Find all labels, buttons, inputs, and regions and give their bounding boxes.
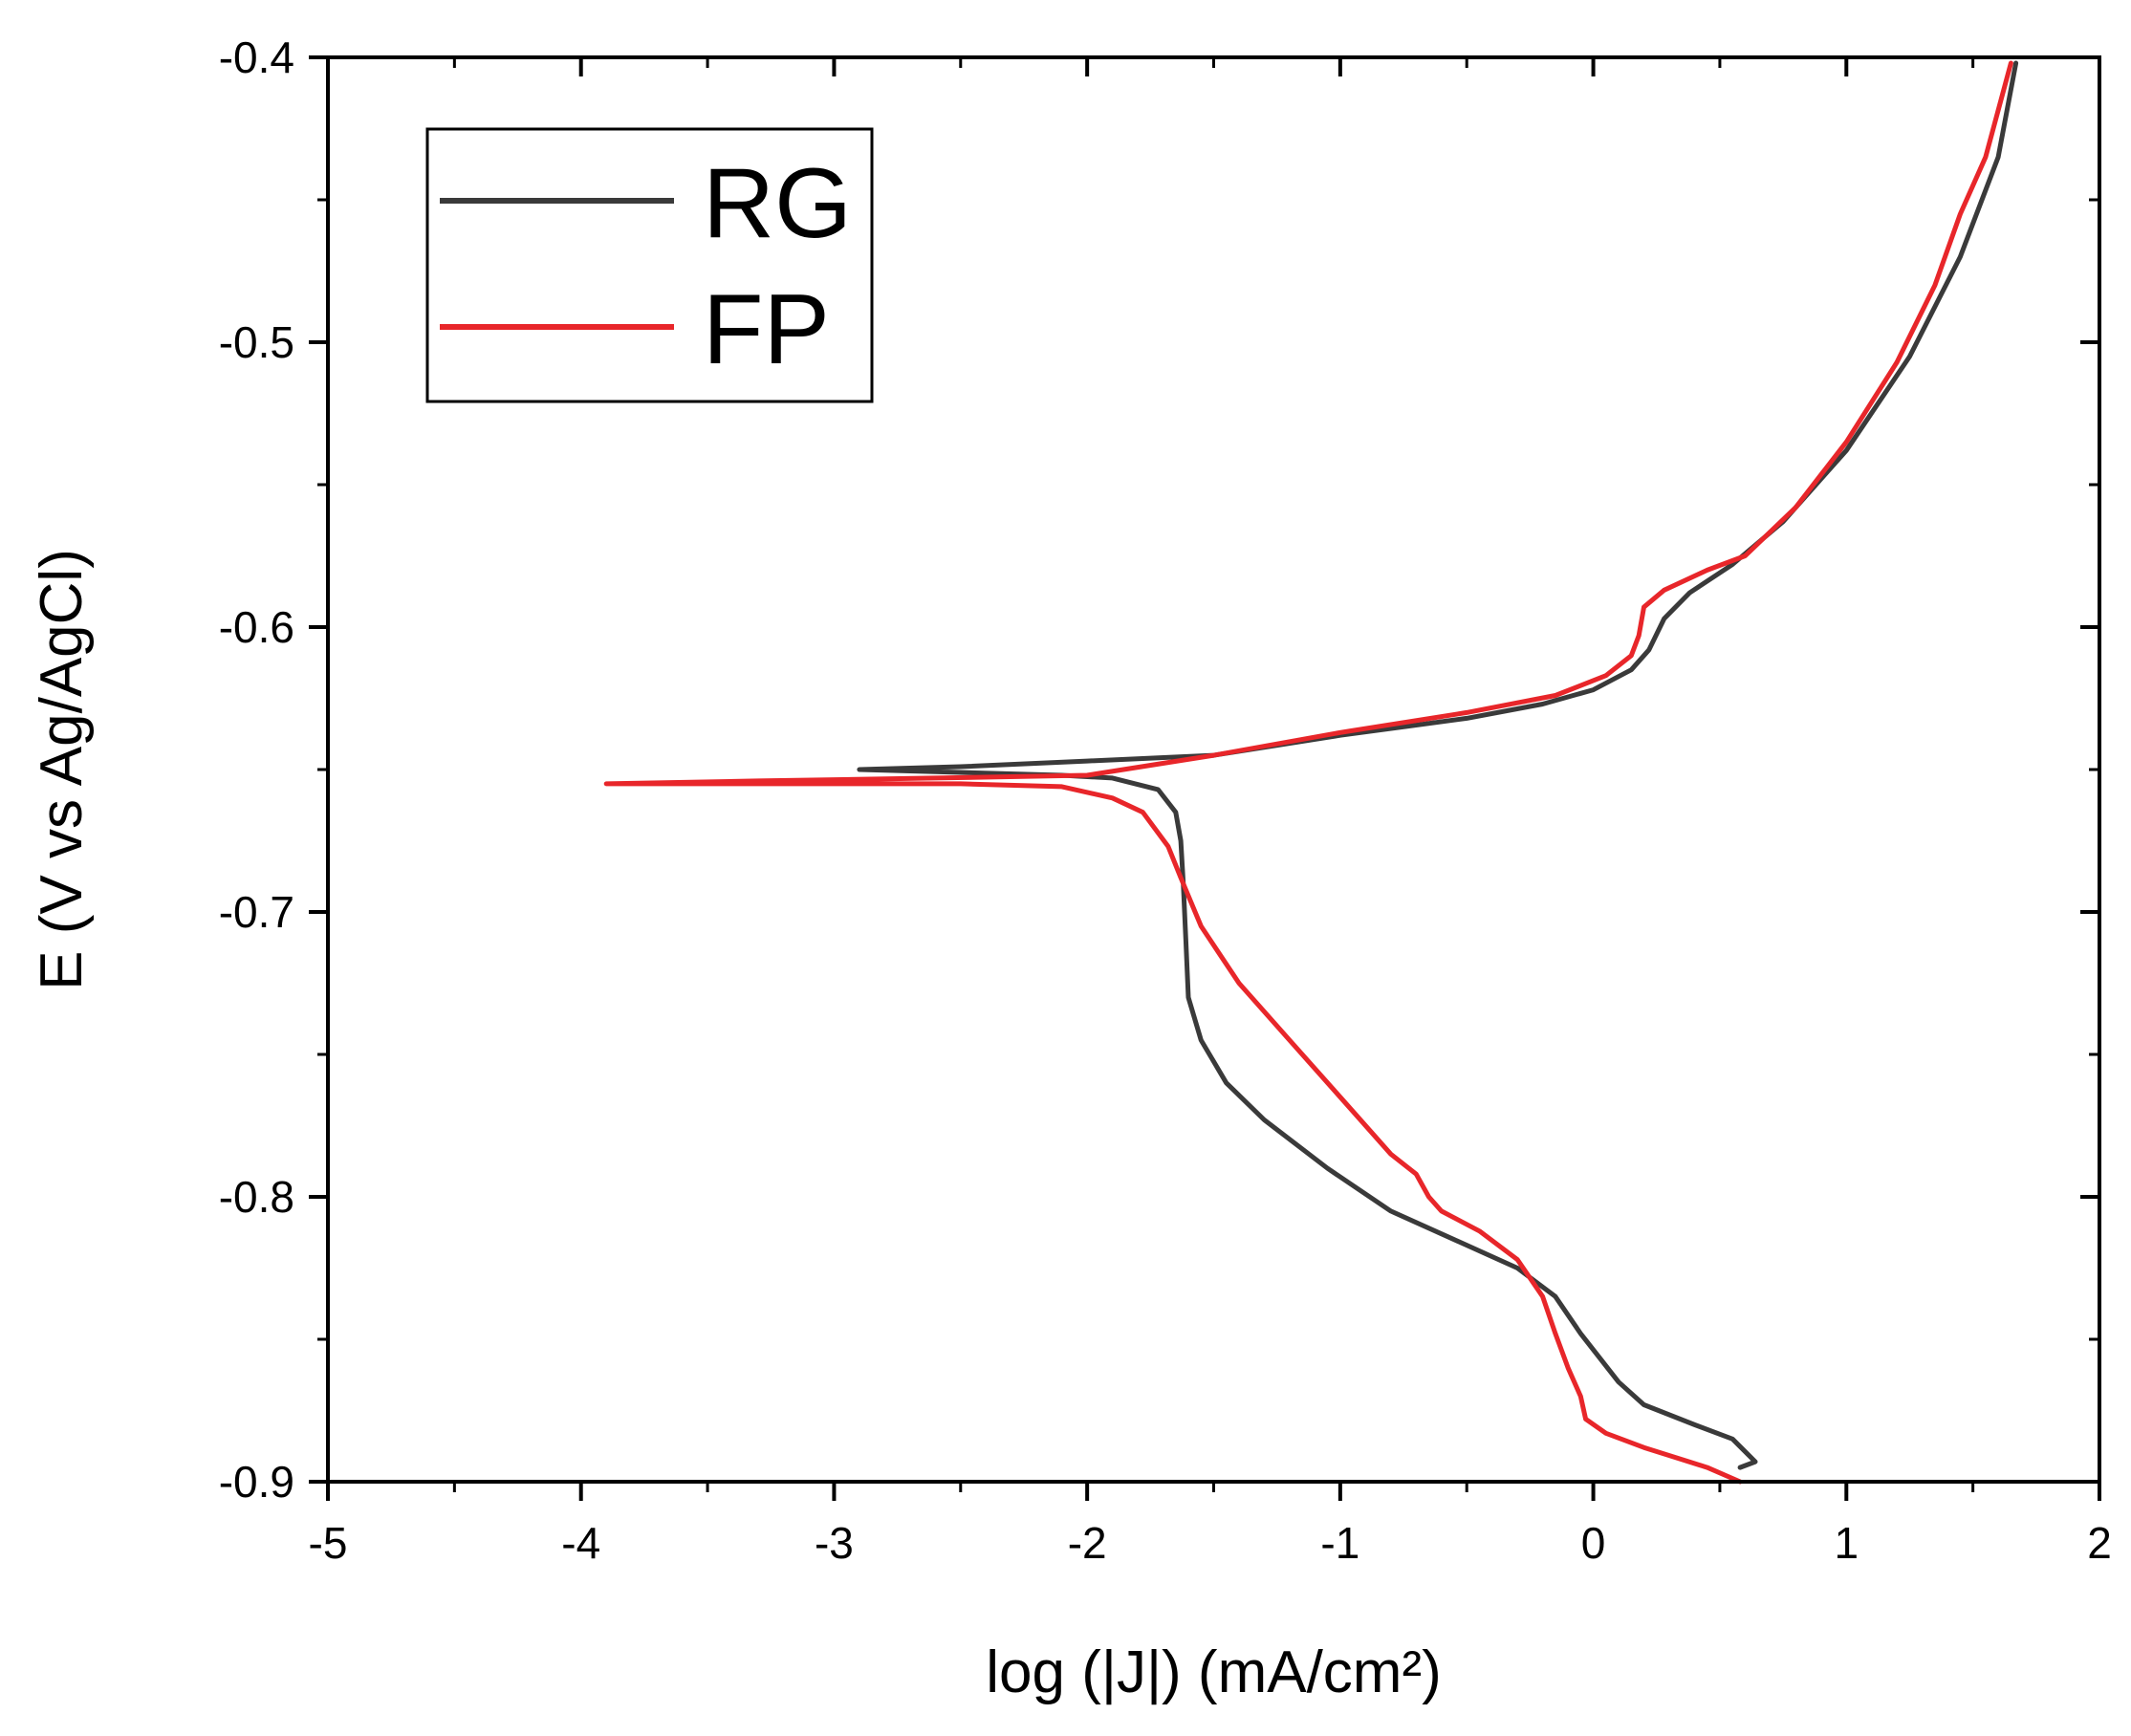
y-tick-label: -0.6 <box>219 602 294 652</box>
y-tick-label: -0.7 <box>219 887 294 937</box>
x-tick-label: 2 <box>2087 1518 2112 1568</box>
x-axis-label: log (|J|) (mA/cm²) <box>986 1639 1442 1705</box>
x-axis-ticks: -5 -4 -3 -2 -1 0 1 2 <box>309 57 2112 1568</box>
legend-label-rg: RG <box>703 148 852 259</box>
y-tick-label: -0.5 <box>219 317 294 367</box>
x-tick-label: 0 <box>1581 1518 1606 1568</box>
x-tick-label: -5 <box>309 1518 348 1568</box>
series-line-fp <box>603 60 2013 1485</box>
legend: RG FP <box>425 127 874 403</box>
y-axis-ticks: -0.9 -0.8 -0.7 -0.6 -0.5 -0.4 <box>219 33 2099 1507</box>
y-tick-label: -0.8 <box>219 1172 294 1222</box>
x-tick-label: 1 <box>1834 1518 1859 1568</box>
plot-frame <box>326 55 2101 1484</box>
x-tick-label: -2 <box>1068 1518 1107 1568</box>
series-line-rg <box>857 60 2019 1470</box>
x-tick-label: -1 <box>1320 1518 1359 1568</box>
y-axis-label: E (V vs Ag/AgCl) <box>29 549 95 990</box>
x-tick-label: -4 <box>561 1518 600 1568</box>
y-tick-label: -0.9 <box>219 1457 294 1507</box>
legend-label-fp: FP <box>703 274 830 385</box>
x-tick-label: -3 <box>815 1518 854 1568</box>
y-tick-label: -0.4 <box>219 33 294 82</box>
series-layer <box>603 60 2019 1485</box>
legend-box <box>425 127 874 403</box>
